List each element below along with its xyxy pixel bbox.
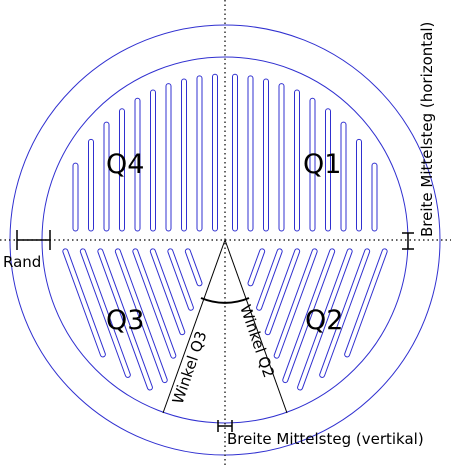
- slot: [340, 121, 347, 232]
- slot: [273, 248, 318, 359]
- slot: [264, 248, 301, 336]
- label-q2: Q2: [305, 305, 343, 336]
- slots-q1: [232, 73, 378, 232]
- slot: [119, 108, 125, 232]
- slot: [184, 248, 203, 287]
- breite-v-dimension: [217, 420, 233, 432]
- slot: [232, 73, 238, 232]
- slots-q4: [72, 73, 218, 232]
- slot: [263, 78, 269, 232]
- label-q1: Q1: [303, 149, 341, 180]
- angle-arc: [200, 297, 250, 304]
- slot: [97, 248, 153, 391]
- slot: [319, 248, 371, 378]
- rand-dimension: [16, 230, 51, 250]
- slot: [247, 75, 254, 232]
- slot: [134, 97, 141, 232]
- slot: [167, 248, 194, 311]
- slot: [371, 162, 378, 232]
- slot: [62, 248, 106, 358]
- slot: [325, 108, 331, 232]
- slot: [344, 248, 388, 358]
- angle-line-q2: [224, 239, 288, 414]
- slots-q2: [247, 248, 388, 391]
- slot: [256, 248, 283, 311]
- slot: [278, 83, 285, 232]
- slot: [149, 248, 186, 336]
- slot: [181, 78, 187, 232]
- slot: [150, 89, 156, 232]
- slot: [294, 89, 300, 232]
- label-q3: Q3: [106, 305, 144, 336]
- slot: [103, 121, 110, 232]
- slot: [247, 248, 266, 287]
- label-breite-vertikal: Breite Mittelsteg (vertikal): [227, 430, 424, 448]
- label-breite-horizontal: Breite Mittelsteg (horizontal): [418, 22, 436, 237]
- slot: [165, 83, 172, 232]
- breite-h-dimension: [402, 232, 414, 250]
- slot: [297, 248, 353, 391]
- slot: [282, 248, 336, 384]
- slot: [88, 138, 94, 232]
- slots-q3: [62, 248, 203, 391]
- slot: [196, 75, 203, 232]
- slot: [114, 248, 168, 384]
- label-winkel-q3: Winkel Q3: [169, 329, 211, 407]
- slot: [212, 73, 218, 232]
- slot: [72, 162, 79, 232]
- slot: [356, 138, 362, 232]
- slot: [79, 248, 131, 378]
- slot: [132, 248, 177, 359]
- label-rand: Rand: [3, 253, 41, 271]
- label-q4: Q4: [106, 149, 144, 180]
- angle-line-q3: [162, 239, 226, 414]
- slot: [309, 97, 316, 232]
